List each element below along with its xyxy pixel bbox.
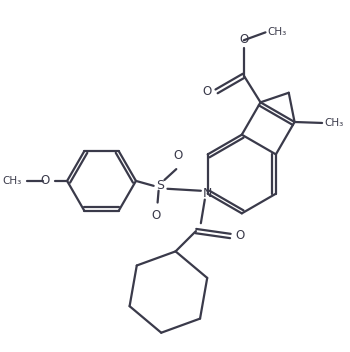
Text: O: O	[40, 175, 49, 187]
Text: S: S	[156, 179, 164, 192]
Text: O: O	[202, 85, 212, 98]
Text: CH₃: CH₃	[324, 118, 343, 128]
Text: O: O	[239, 33, 248, 46]
Text: O: O	[174, 149, 183, 162]
Text: O: O	[235, 230, 245, 243]
Text: O: O	[151, 209, 160, 222]
Text: N: N	[203, 187, 212, 200]
Text: CH₃: CH₃	[267, 27, 287, 37]
Text: CH₃: CH₃	[2, 176, 22, 186]
